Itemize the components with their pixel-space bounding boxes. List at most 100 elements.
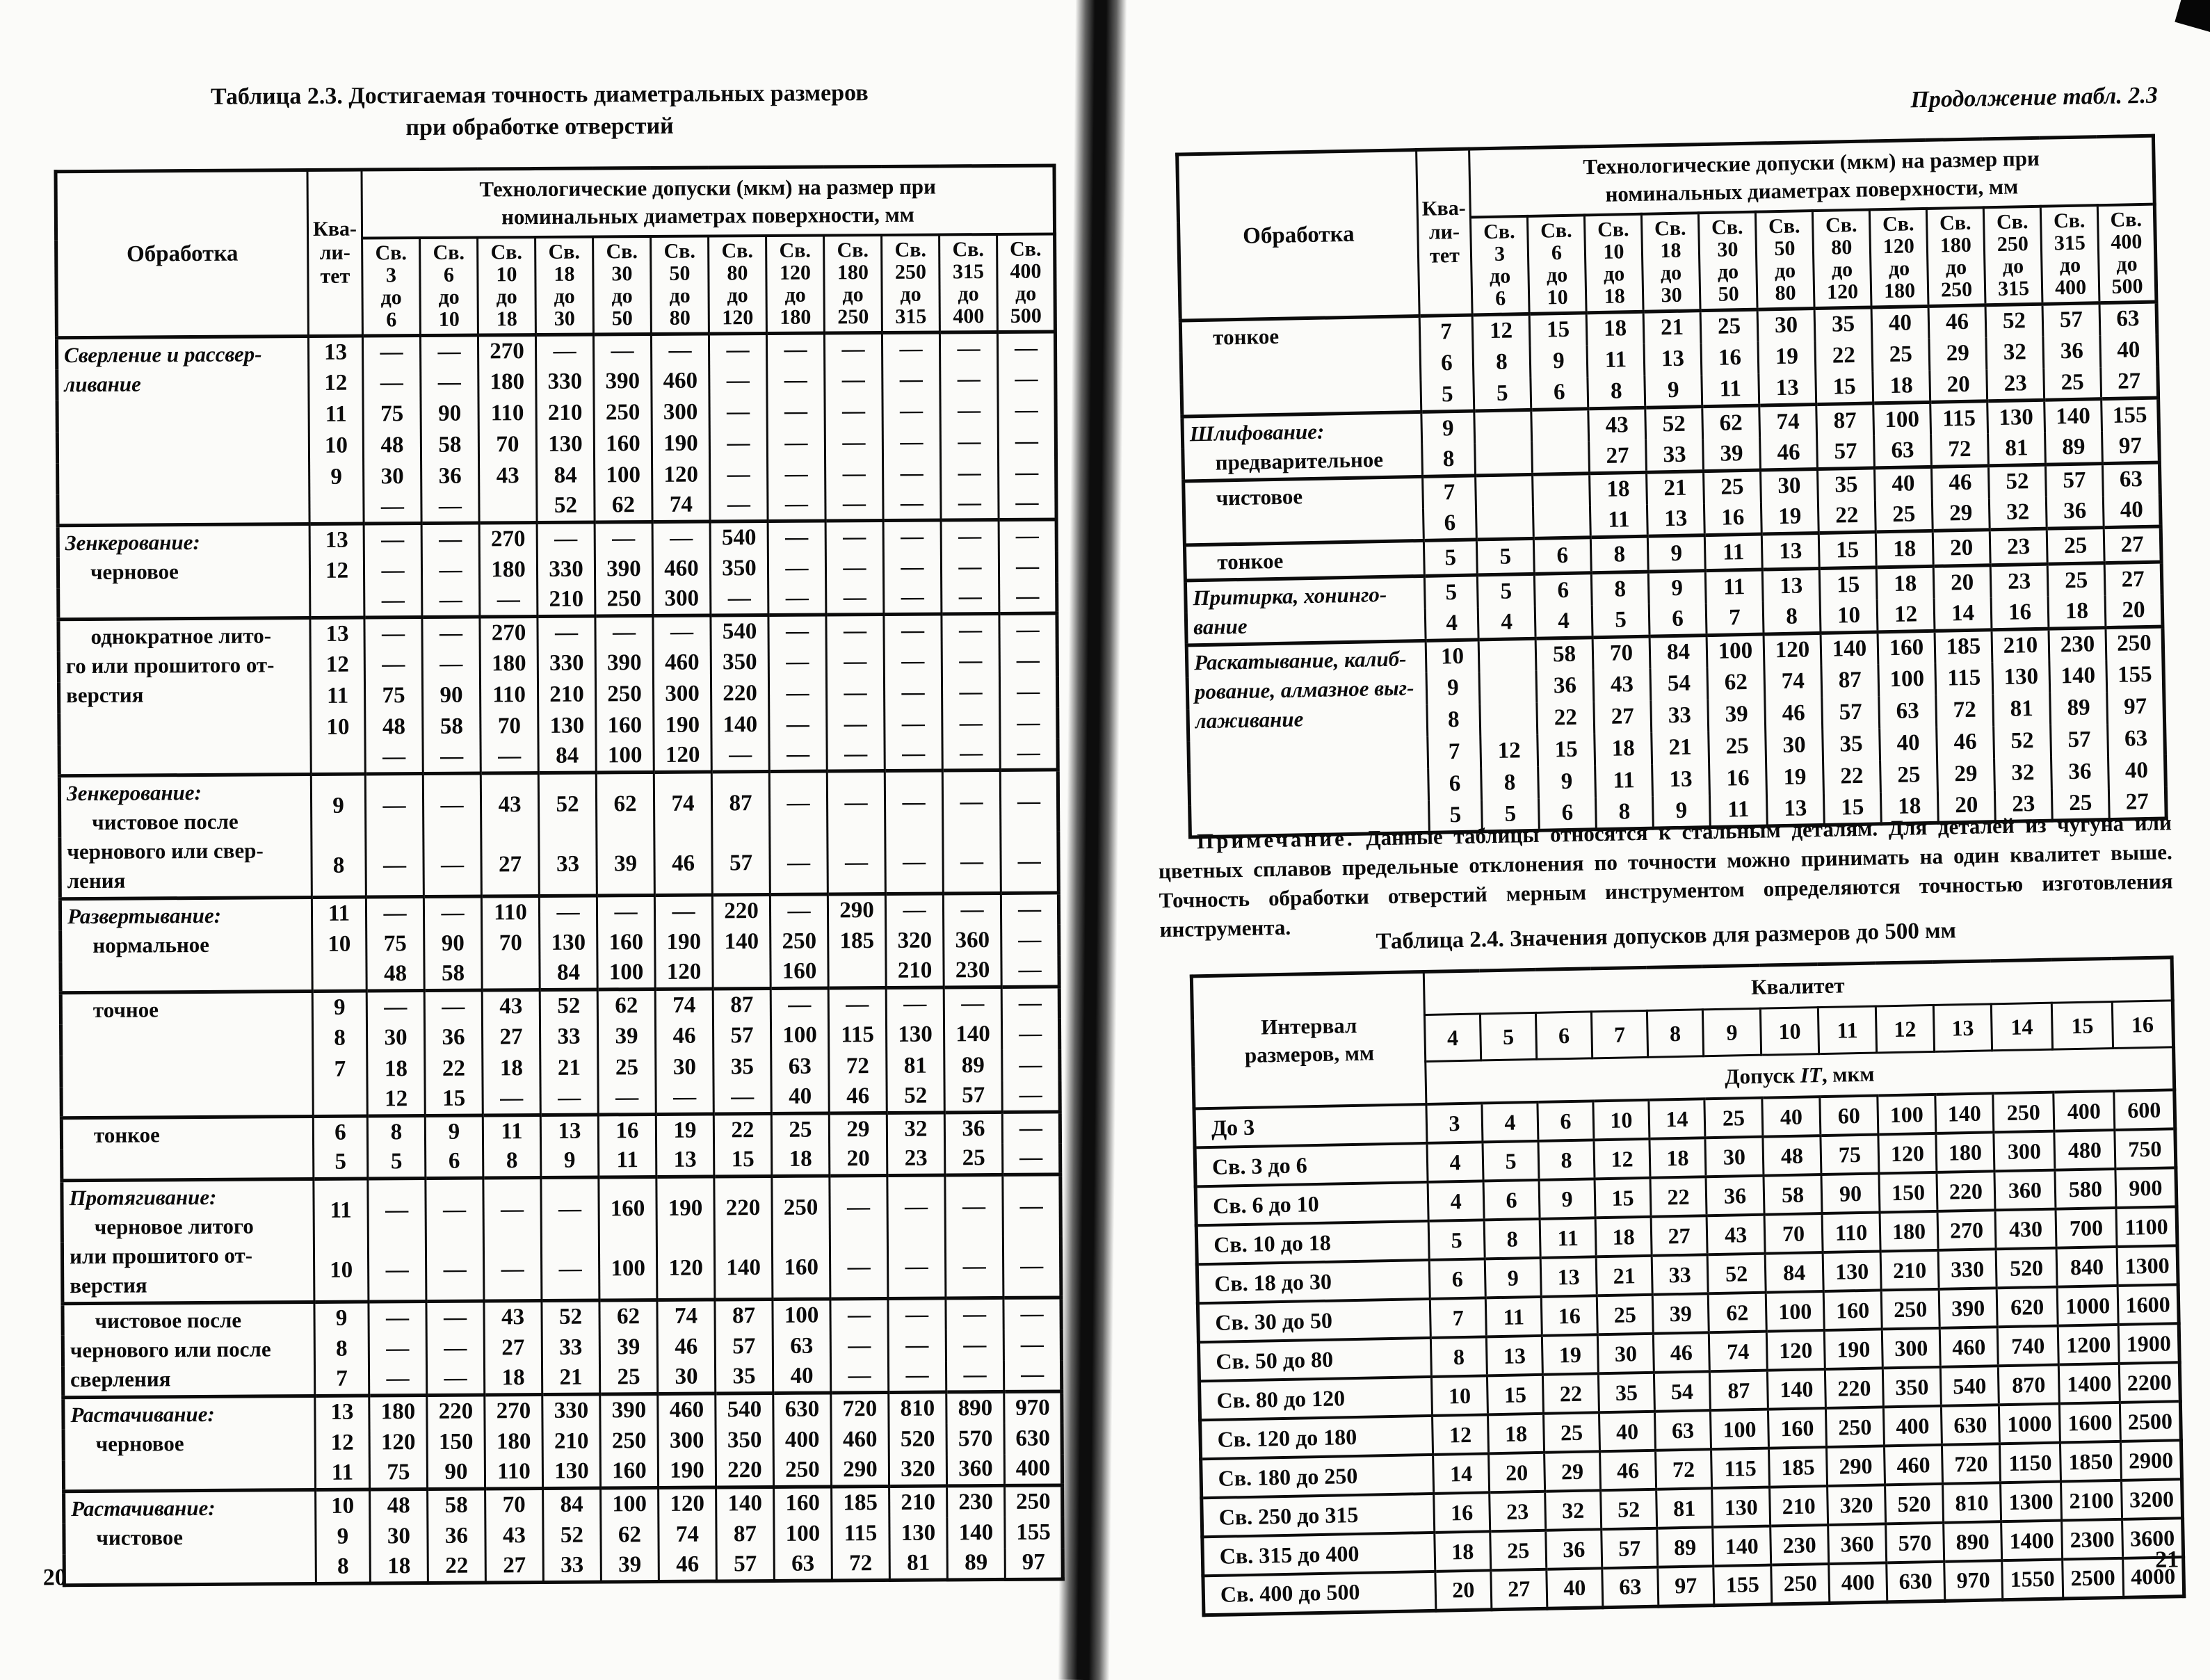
tolerance-cell: 63 (2102, 462, 2161, 496)
tolerance-cell: 25 (597, 1051, 656, 1083)
tolerance-cell (712, 957, 771, 989)
tolerance-cell: 58 (424, 959, 483, 991)
tolerance-cell: 46 (654, 833, 713, 896)
tolerance-cell: — (939, 363, 998, 395)
tolerance-it-cell: 52 (1707, 1253, 1766, 1294)
tolerance-cell: — (366, 990, 425, 1023)
tolerance-cell: 72 (832, 1549, 890, 1581)
tolerance-it-cell: 36 (1545, 1529, 1602, 1569)
tolerance-cell: 13 (656, 1145, 714, 1177)
kvalitet-value: 8 (316, 1552, 371, 1584)
tolerance-it-cell: 40 (1546, 1568, 1603, 1608)
operation-label-line: Протягивание: (69, 1184, 217, 1211)
tolerance-cell: 14 (1934, 597, 1992, 631)
tolerance-cell: 120 (652, 458, 710, 491)
tolerance-it-cell: 8 (1484, 1218, 1541, 1259)
tolerance-it-cell: 22 (1542, 1373, 1599, 1414)
tolerance-cell: — (420, 366, 478, 398)
tolerance-it-cell: 120 (1878, 1133, 1937, 1174)
tolerance-cell: — (1003, 1328, 1062, 1361)
page-number-21: 21 (2154, 1546, 2179, 1573)
diameter-range-header: Св. 10 до 18 (1584, 213, 1644, 313)
tolerance-cell: 30 (655, 1051, 714, 1083)
tolerance-cell (1474, 442, 1533, 476)
tolerance-cell: 270 (484, 1394, 543, 1426)
tolerance-cell: 15 (1819, 567, 1878, 601)
tolerance-cell: 75 (366, 928, 424, 960)
tolerance-it-cell: 33 (1652, 1254, 1709, 1295)
tolerance-cell: 30 (1765, 729, 1823, 763)
operation-label: Зенкерование: чистовое после чернового или… (59, 774, 312, 899)
tolerance-it-cell: 27 (1490, 1569, 1547, 1610)
tolerance-it-cell: 2500 (2120, 1401, 2181, 1441)
tolerance-it-cell: 13 (1540, 1257, 1597, 1297)
tolerance-cell: 21 (1651, 731, 1709, 765)
operation-label: однократное лито-го или прошитого от-вер… (58, 617, 312, 776)
tolerance-cell: 32 (887, 1112, 945, 1145)
tolerance-it-cell: 130 (1823, 1251, 1882, 1292)
tolerance-cell: — (827, 832, 886, 894)
tolerance-cell: — (885, 738, 943, 771)
tolerance-it-cell: 220 (1825, 1368, 1884, 1409)
tolerance-it-cell: 43 (1707, 1214, 1766, 1255)
diameter-range-header: Св. 180 до 250 (1926, 207, 1986, 307)
tolerance-cell: 40 (771, 1081, 830, 1114)
tolerance-it-cell: 48 (1762, 1136, 1821, 1176)
tolerance-cell: 13 (1762, 568, 1821, 602)
tolerance-cell: 100 (1707, 634, 1764, 668)
tolerance-cell: 52 (541, 1300, 600, 1332)
right-page: Продолжение табл. 2.3 Обработка Ква- ли-… (1127, 0, 2210, 1667)
tolerance-cell: 35 (1822, 727, 1880, 761)
tolerance-cell: 57 (2045, 463, 2104, 497)
tolerance-cell: 52 (1985, 304, 2043, 337)
tolerance-cell: 8 (1591, 572, 1650, 606)
tolerance-cell: — (940, 426, 999, 458)
tolerance-cell: 13 (540, 1114, 599, 1147)
tolerance-cell: 75 (364, 679, 423, 712)
tolerance-cell: — (1001, 1017, 1060, 1050)
tolerance-cell: 6 (1530, 376, 1588, 410)
tolerance-cell: 33 (542, 1331, 600, 1364)
tolerance-cell: 74 (1764, 665, 1822, 699)
kvalitet-value (311, 743, 366, 775)
tolerance-cell: 290 (831, 1455, 889, 1487)
kvalitet-column-header: 6 (1535, 1011, 1592, 1060)
tolerance-cell: — (999, 581, 1058, 614)
size-interval-label: Св. 250 до 315 (1201, 1493, 1435, 1537)
tolerance-cell: 155 (2101, 398, 2159, 432)
tolerance-cell: — (941, 613, 1000, 645)
tolerance-cell: 8 (1763, 600, 1821, 635)
kvalitet-value: 8 (312, 1022, 367, 1054)
tolerance-cell: — (1001, 955, 1060, 987)
tolerance-cell: 70 (478, 428, 537, 461)
tolerance-cell: 140 (2049, 659, 2107, 693)
tolerance-cell: 360 (946, 1454, 1005, 1486)
tolerance-cell: — (830, 1236, 888, 1299)
tolerance-cell: 89 (2049, 691, 2108, 725)
tolerance-cell: 100 (1878, 663, 1936, 696)
tolerance-cell: 630 (1004, 1422, 1063, 1455)
tolerance-cell: — (651, 334, 709, 366)
tolerance-cell: 390 (599, 1394, 659, 1425)
tolerance-cell: 97 (2102, 430, 2160, 464)
tolerance-cell: 120 (656, 1238, 715, 1300)
table-2-4: Интервал размеров, мм Квалитет 4 5 6 7 8 9 10 1… (1189, 955, 2186, 1617)
tolerance-cell: 390 (595, 647, 654, 679)
tolerance-cell: 155 (1004, 1516, 1063, 1549)
header-kvalitet-line: тет (320, 264, 350, 288)
tolerance-cell: — (424, 896, 482, 928)
tolerance-cell: 100 (597, 958, 656, 990)
tolerance-it-cell: 210 (1880, 1250, 1939, 1291)
size-interval-label: Св. 10 до 18 (1196, 1220, 1430, 1265)
tolerance-cell: 400 (1004, 1453, 1063, 1486)
tolerance-cell: 62 (599, 1300, 658, 1332)
tolerance-cell: 18 (771, 1144, 830, 1177)
tolerance-cell: 90 (427, 1457, 485, 1489)
tolerance-cell: 43 (1592, 668, 1651, 702)
header-interval-line2: размеров, мм (1244, 1040, 1375, 1067)
tolerance-cell: 185 (1934, 629, 1992, 663)
tolerance-cell: — (768, 708, 828, 741)
kvalitet-value: 12 (310, 649, 365, 681)
tolerance-cell: 18 (484, 1363, 542, 1396)
tolerance-cell: — (998, 487, 1057, 520)
